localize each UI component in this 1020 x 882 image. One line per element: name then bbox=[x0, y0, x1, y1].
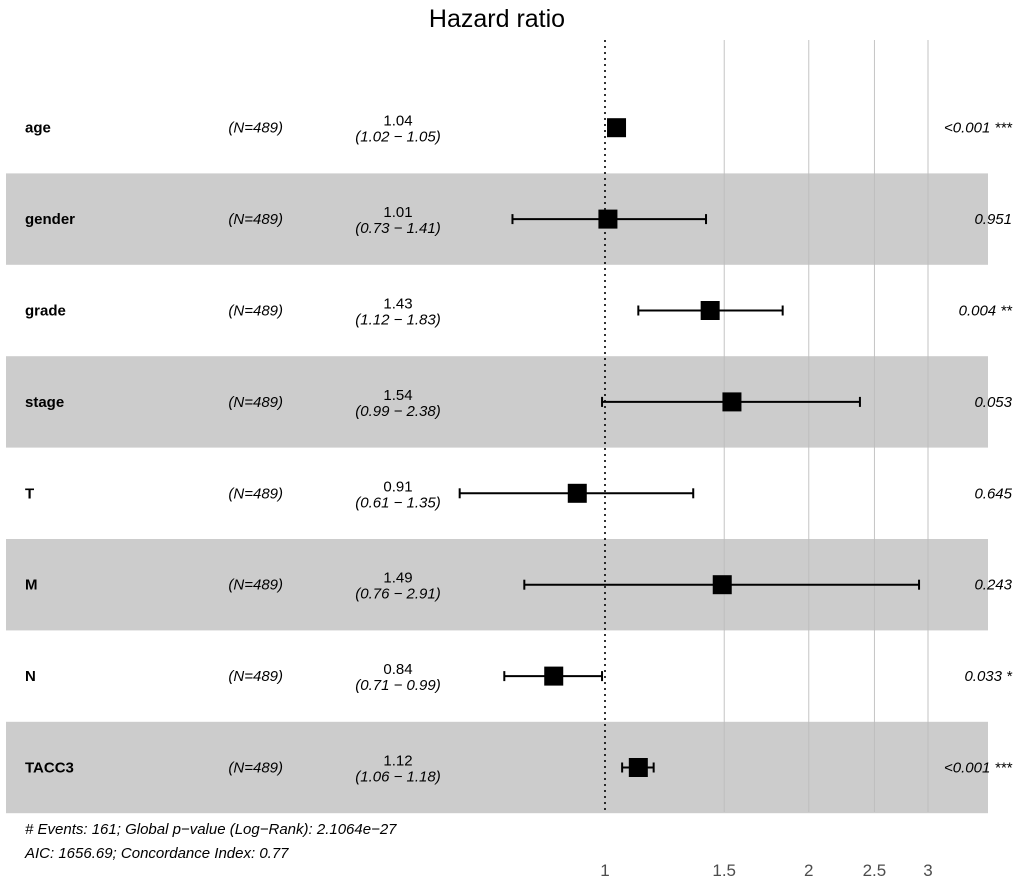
forest-row-grade: grade (N=489) 1.43(1.12 − 1.83) 0.004 ** bbox=[25, 296, 1013, 329]
n-label: (N=489) bbox=[228, 394, 283, 411]
variable-label: T bbox=[25, 485, 34, 502]
variable-label: stage bbox=[25, 394, 64, 411]
row-band-TACC3 bbox=[6, 721, 988, 814]
hr-value-label: 1.49 bbox=[383, 570, 412, 587]
hr-value-label: 1.04 bbox=[383, 113, 412, 130]
p-value-label: 0.243 bbox=[974, 577, 1012, 594]
hr-marker bbox=[598, 209, 618, 229]
x-tick-label: 3 bbox=[923, 861, 932, 880]
hr-value-label: 0.91 bbox=[383, 478, 412, 495]
rows-layer: age (N=489) 1.04(1.02 − 1.05) <0.001 *** gen… bbox=[25, 113, 1013, 786]
n-label: (N=489) bbox=[228, 485, 283, 502]
hr-marker bbox=[607, 118, 627, 138]
ci-label: (1.12 − 1.83) bbox=[355, 312, 440, 329]
forest-row-M: M (N=489) 1.49(0.76 − 2.91) 0.243 bbox=[25, 570, 1013, 603]
variable-label: gender bbox=[25, 211, 75, 228]
ci-label: (1.06 − 1.18) bbox=[355, 769, 440, 786]
hr-marker bbox=[544, 666, 564, 686]
p-value-label: 0.033 * bbox=[964, 668, 1013, 685]
gridline-layer bbox=[723, 40, 929, 812]
x-tick-label: 1 bbox=[600, 861, 609, 880]
hr-marker bbox=[712, 575, 732, 595]
forest-row-stage: stage (N=489) 1.54(0.99 − 2.38) 0.053 bbox=[25, 387, 1013, 420]
variable-label: M bbox=[25, 577, 38, 594]
variable-label: age bbox=[25, 120, 51, 137]
hr-value-label: 1.54 bbox=[383, 387, 412, 404]
ci-label: (1.02 − 1.05) bbox=[355, 129, 440, 146]
n-label: (N=489) bbox=[228, 303, 283, 320]
n-label: (N=489) bbox=[228, 760, 283, 777]
ci-label: (0.61 − 1.35) bbox=[355, 494, 440, 511]
n-label: (N=489) bbox=[228, 211, 283, 228]
hr-value-label: 1.01 bbox=[383, 204, 412, 221]
p-value-label: <0.001 *** bbox=[944, 760, 1013, 777]
hr-marker bbox=[722, 392, 742, 412]
x-axis-ticks: 1 1.5 2 2.5 3 bbox=[600, 861, 932, 880]
variable-label: TACC3 bbox=[25, 760, 74, 777]
ci-label: (0.71 − 0.99) bbox=[355, 677, 440, 694]
hr-marker bbox=[628, 758, 648, 777]
forest-row-TACC3: TACC3 (N=489) 1.12(1.06 − 1.18) <0.001 *** bbox=[25, 753, 1013, 786]
hr-value-label: 0.84 bbox=[383, 661, 412, 678]
hr-marker bbox=[567, 483, 587, 503]
forest-row-T: T (N=489) 0.91(0.61 − 1.35) 0.645 bbox=[25, 478, 1013, 511]
ci-label: (0.76 − 2.91) bbox=[355, 586, 440, 603]
p-value-label: 0.645 bbox=[974, 485, 1012, 502]
ci-label: (0.99 − 2.38) bbox=[355, 403, 440, 420]
x-tick-label: 1.5 bbox=[712, 861, 736, 880]
forest-row-N: N (N=489) 0.84(0.71 − 0.99) 0.033 * bbox=[25, 661, 1013, 694]
x-tick-label: 2.5 bbox=[863, 861, 887, 880]
ci-label: (0.73 − 1.41) bbox=[355, 220, 440, 237]
footnote-events: # Events: 161; Global p−value (Log−Rank)… bbox=[25, 821, 397, 838]
p-value-label: 0.951 bbox=[974, 211, 1012, 228]
variable-label: grade bbox=[25, 303, 66, 320]
forest-row-age: age (N=489) 1.04(1.02 − 1.05) <0.001 *** bbox=[25, 113, 1013, 146]
row-band-gender bbox=[6, 173, 988, 265]
hr-value-label: 1.12 bbox=[383, 753, 412, 770]
hr-marker bbox=[700, 301, 720, 320]
n-label: (N=489) bbox=[228, 120, 283, 137]
p-value-label: 0.004 ** bbox=[959, 303, 1014, 320]
p-value-label: 0.053 bbox=[974, 394, 1012, 411]
n-label: (N=489) bbox=[228, 577, 283, 594]
x-tick-label: 2 bbox=[804, 861, 813, 880]
forest-row-gender: gender (N=489) 1.01(0.73 − 1.41) 0.951 bbox=[25, 204, 1012, 237]
chart-title: Hazard ratio bbox=[429, 5, 565, 33]
hr-value-label: 1.43 bbox=[383, 296, 412, 313]
p-value-label: <0.001 *** bbox=[944, 120, 1013, 137]
n-label: (N=489) bbox=[228, 668, 283, 685]
variable-label: N bbox=[25, 668, 36, 685]
footnote-aic: AIC: 1656.69; Concordance Index: 0.77 bbox=[24, 845, 289, 862]
